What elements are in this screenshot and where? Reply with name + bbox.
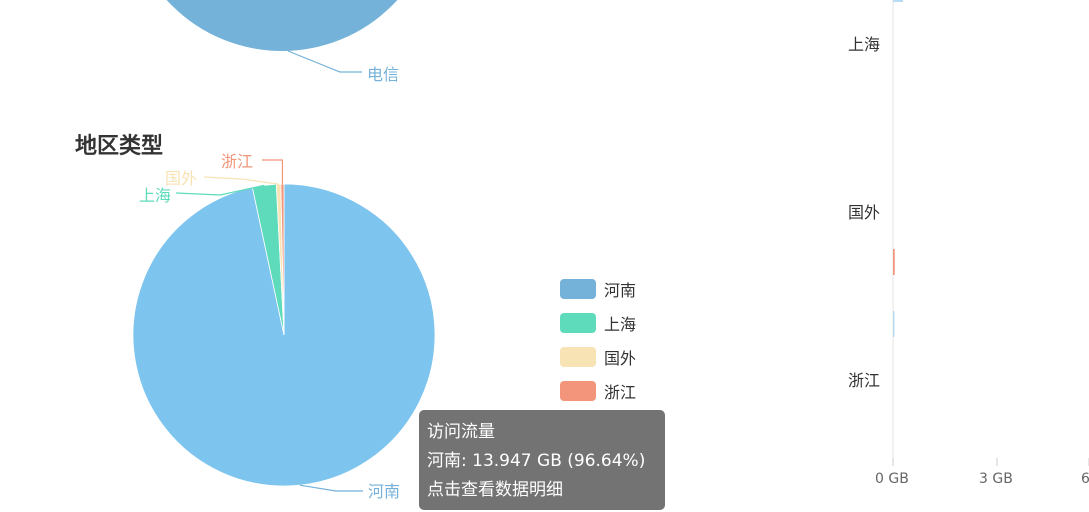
legend-label-henan: 河南 — [604, 281, 637, 300]
x-tick-2: 6 — [1081, 471, 1089, 487]
tooltip: 访问流量 河南: 13.947 GB (96.64%) 点击查看数据明细 — [419, 410, 665, 510]
legend-swatch-henan — [560, 279, 596, 299]
x-tick-1: 3 GB — [979, 471, 1013, 487]
tooltip-title: 访问流量 — [427, 422, 495, 442]
top-pie-label-line — [287, 50, 362, 73]
pie-label-line-henan — [299, 484, 363, 492]
legend-swatch-zhejiang — [560, 381, 596, 401]
legend-swatch-shanghai — [560, 313, 596, 333]
legend-item-shanghai[interactable]: 上海 — [560, 306, 636, 340]
bar-category-zhejiang: 浙江 — [848, 371, 881, 390]
bar-0[interactable] — [893, 249, 895, 275]
bar-category-guowai: 国外 — [848, 203, 881, 222]
x-tick-0: 0 GB — [875, 471, 909, 487]
pie-legend: 河南 上海 国外 浙江 — [560, 272, 636, 408]
top-pie-slice-dianxin[interactable] — [126, 0, 438, 51]
tooltip-hint: 点击查看数据明细 — [427, 480, 563, 500]
pie-label-guowai: 国外 — [165, 169, 197, 188]
legend-item-henan[interactable]: 河南 — [560, 272, 636, 306]
tooltip-detail: 河南: 13.947 GB (96.64%) — [427, 451, 646, 471]
bar-1[interactable] — [893, 311, 895, 337]
pie-label-zhejiang: 浙江 — [221, 152, 253, 171]
legend-item-guowai[interactable]: 国外 — [560, 340, 636, 374]
pie-label-shanghai: 上海 — [139, 186, 171, 205]
legend-item-zhejiang[interactable]: 浙江 — [560, 374, 636, 408]
bar-category-shanghai: 上海 — [848, 35, 881, 54]
legend-label-guowai: 国外 — [604, 349, 637, 368]
pie-label-dianxin: 电信 — [367, 65, 400, 84]
pie-label-line-zhejiang — [262, 159, 284, 185]
bar-top-sliver — [893, 0, 903, 2]
section-title: 地区类型 — [75, 134, 164, 159]
pie-label-line-shanghai — [175, 184, 265, 196]
legend-label-shanghai: 上海 — [604, 315, 637, 334]
legend-swatch-guowai — [560, 347, 596, 367]
pie-label-henan: 河南 — [368, 482, 400, 501]
pie-label-line-guowai — [203, 176, 279, 185]
legend-label-zhejiang: 浙江 — [604, 383, 637, 402]
